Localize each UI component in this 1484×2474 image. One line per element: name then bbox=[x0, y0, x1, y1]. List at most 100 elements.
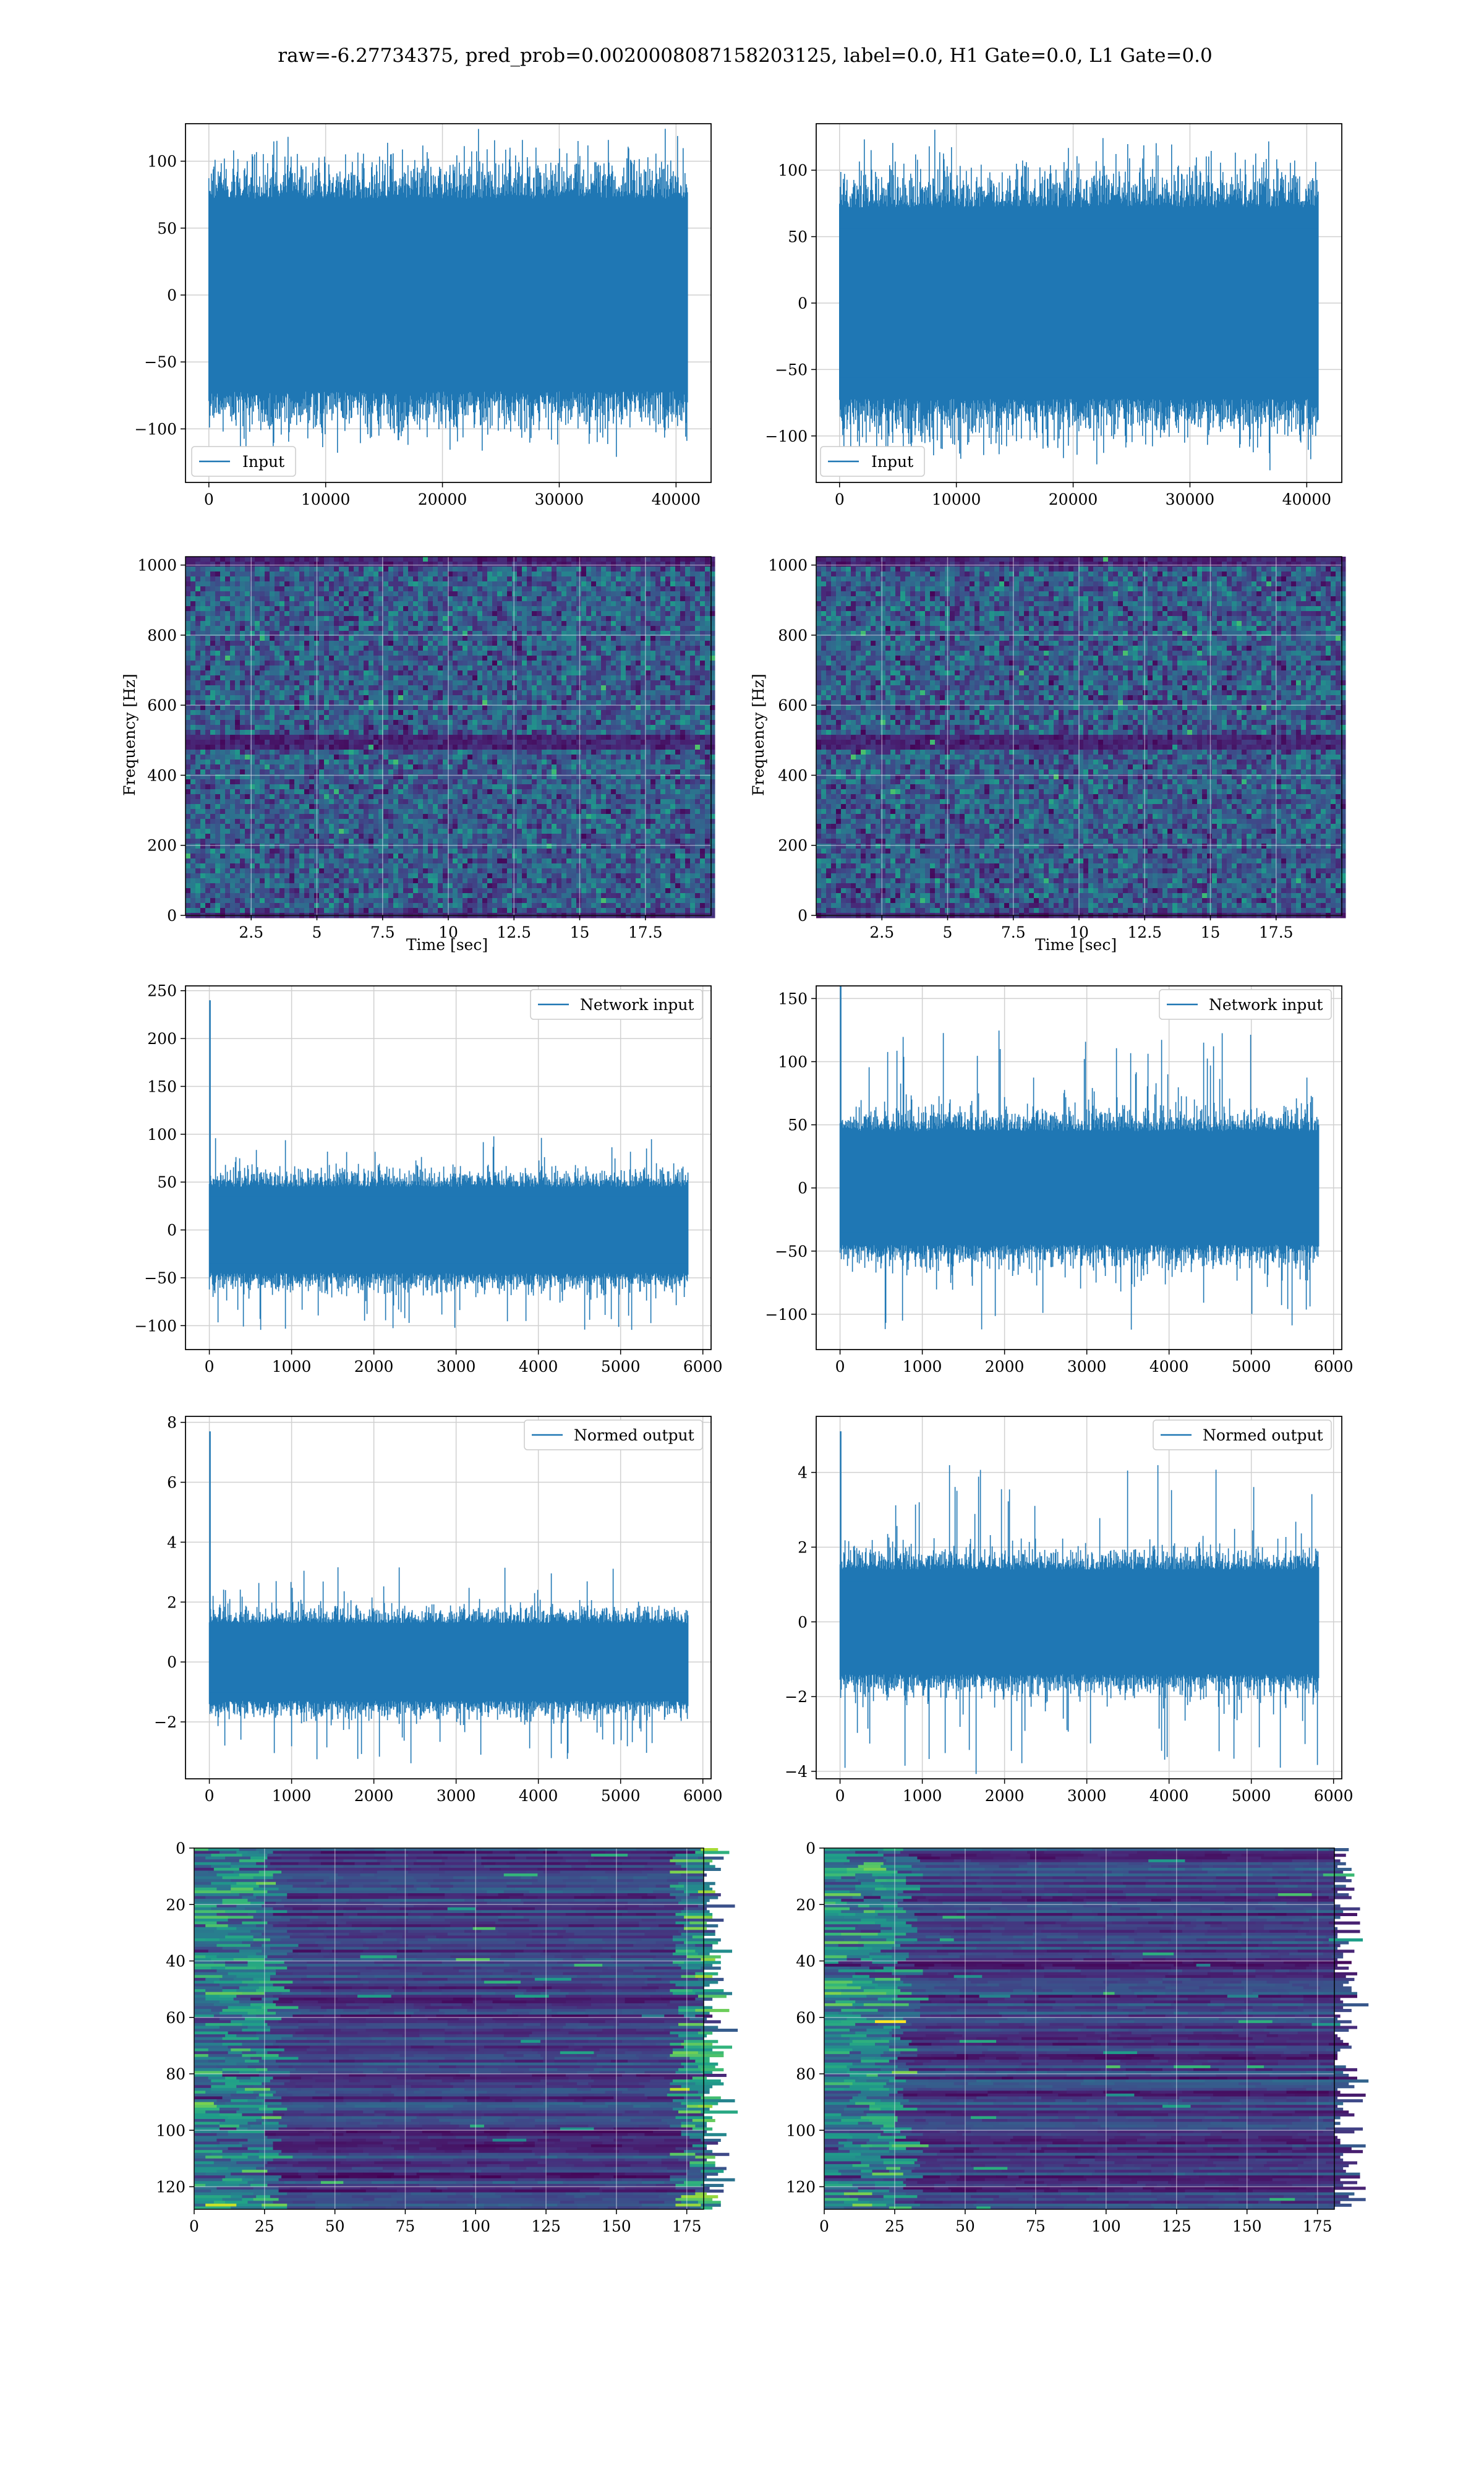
x-tick-label: 10000 bbox=[932, 490, 981, 508]
x-tick-label: 25 bbox=[885, 2217, 905, 2235]
x-tick-label: 0 bbox=[835, 1787, 845, 1805]
series-band bbox=[840, 1581, 1319, 1663]
legend-network-input-h1: Network input bbox=[531, 990, 702, 1019]
y-tick-label: 20 bbox=[166, 1896, 186, 1914]
y-tick-label: 0 bbox=[167, 1222, 177, 1239]
x-tick-label: 150 bbox=[602, 2217, 631, 2235]
x-tick-label: 0 bbox=[189, 2217, 199, 2235]
legend-label: Normed output bbox=[1203, 1426, 1323, 1444]
x-tick-label: 5000 bbox=[1232, 1358, 1271, 1376]
x-tick-label: 40000 bbox=[1282, 490, 1332, 508]
y-tick-label: 0 bbox=[167, 907, 177, 925]
x-tick-label: 6000 bbox=[1314, 1358, 1354, 1376]
x-tick-label: 3000 bbox=[437, 1787, 476, 1805]
y-tick-label: 100 bbox=[786, 2121, 816, 2139]
x-tick-label: 5 bbox=[312, 923, 322, 941]
network-input-plot-h1: 0 1000 2000 3000 4000 5000 6000−100−5005010015… bbox=[134, 982, 722, 1376]
legend-label: Network input bbox=[580, 996, 694, 1014]
y-tick-label: −2 bbox=[785, 1688, 808, 1706]
x-tick-label: 0 bbox=[835, 1358, 845, 1376]
x-tick-label: 3000 bbox=[1067, 1787, 1107, 1805]
legend-label: Network input bbox=[1209, 996, 1323, 1014]
x-tick-label: 6000 bbox=[683, 1787, 723, 1805]
x-tick-label: 2000 bbox=[354, 1358, 394, 1376]
series-band bbox=[210, 1632, 688, 1692]
y-tick-label: 60 bbox=[166, 2009, 186, 2027]
y-tick-label: 0 bbox=[798, 1613, 808, 1631]
x-tick-label: 2.5 bbox=[869, 923, 894, 941]
axes-frame bbox=[186, 986, 711, 1350]
y-tick-label: 2 bbox=[798, 1538, 808, 1556]
y-tick-label: 120 bbox=[786, 2178, 816, 2196]
x-tick-label: 0 bbox=[835, 490, 845, 508]
x-tick-label: 100 bbox=[1091, 2217, 1121, 2235]
x-tick-label: 6000 bbox=[683, 1358, 723, 1376]
x-tick-label: 75 bbox=[396, 2217, 416, 2235]
x-tick-label: 150 bbox=[1232, 2217, 1262, 2235]
legend-input-l1: Input bbox=[821, 447, 924, 476]
x-tick-label: 5000 bbox=[601, 1787, 641, 1805]
y-tick-label: 150 bbox=[147, 1077, 177, 1095]
y-tick-label: 150 bbox=[778, 990, 808, 1008]
legend-input-h1: Input bbox=[192, 447, 296, 476]
x-tick-label: 7.5 bbox=[1001, 923, 1026, 941]
x-axis-label: Time [sec] bbox=[406, 936, 488, 954]
x-tick-label: 175 bbox=[1303, 2217, 1333, 2235]
x-tick-label: 15 bbox=[570, 923, 590, 941]
y-tick-label: 2 bbox=[167, 1593, 177, 1611]
x-tick-label: 17.5 bbox=[628, 923, 663, 941]
y-tick-label: −50 bbox=[144, 353, 177, 371]
y-tick-label: −100 bbox=[134, 420, 177, 438]
y-tick-label: 4 bbox=[167, 1533, 177, 1551]
legend-label: Normed output bbox=[574, 1426, 694, 1444]
x-tick-label: 2.5 bbox=[239, 923, 263, 941]
y-tick-label: 0 bbox=[798, 907, 808, 925]
x-tick-label: 5000 bbox=[1232, 1787, 1271, 1805]
y-tick-label: 0 bbox=[167, 1653, 177, 1671]
legend-label: Input bbox=[242, 453, 284, 471]
x-tick-label: 175 bbox=[672, 2217, 702, 2235]
feature-map-image bbox=[194, 1848, 738, 2210]
y-tick-label: −2 bbox=[154, 1713, 177, 1731]
x-tick-label: 4000 bbox=[1149, 1787, 1189, 1805]
x-tick-label: 0 bbox=[204, 490, 214, 508]
x-tick-label: 25 bbox=[255, 2217, 275, 2235]
y-tick-label: 4 bbox=[798, 1464, 808, 1482]
spectrogram-image bbox=[186, 557, 715, 918]
feature-map-image bbox=[824, 1848, 1368, 2210]
network-input-plot-l1: 0 1000 2000 3000 4000 5000 6000−100−5005010015… bbox=[765, 986, 1353, 1376]
x-tick-label: 4000 bbox=[1149, 1358, 1189, 1376]
x-tick-label: 50 bbox=[955, 2217, 975, 2235]
x-tick-label: 40000 bbox=[652, 490, 701, 508]
y-tick-label: −100 bbox=[134, 1317, 177, 1335]
y-tick-label: 1000 bbox=[137, 557, 177, 575]
y-tick-label: 400 bbox=[147, 766, 177, 784]
x-tick-label: 3000 bbox=[437, 1358, 476, 1376]
y-tick-label: 0 bbox=[798, 294, 808, 312]
y-tick-label: 6 bbox=[167, 1474, 177, 1492]
y-tick-label: 200 bbox=[147, 1030, 177, 1048]
x-tick-label: 0 bbox=[205, 1358, 215, 1376]
x-tick-label: 12.5 bbox=[1127, 923, 1162, 941]
y-tick-label: 120 bbox=[156, 2178, 186, 2196]
x-tick-label: 30000 bbox=[1166, 490, 1215, 508]
y-tick-label: 600 bbox=[147, 696, 177, 714]
y-tick-label: −4 bbox=[785, 1763, 808, 1781]
x-tick-label: 1000 bbox=[903, 1358, 942, 1376]
y-axis-label: Frequency [Hz] bbox=[749, 674, 767, 796]
y-tick-label: 50 bbox=[157, 220, 177, 238]
y-tick-label: 400 bbox=[778, 766, 808, 784]
y-tick-label: 100 bbox=[147, 153, 177, 171]
y-tick-label: 200 bbox=[147, 837, 177, 855]
